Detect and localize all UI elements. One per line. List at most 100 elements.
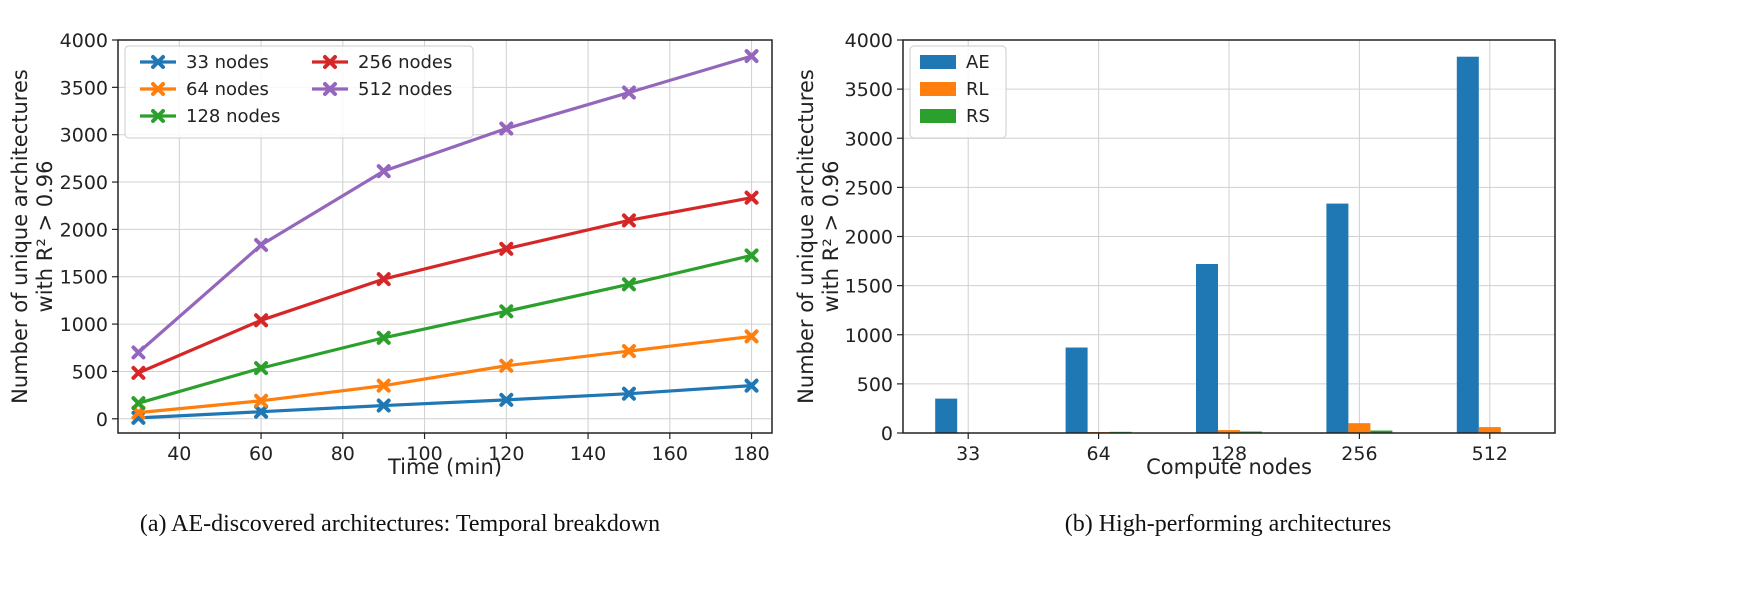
legend-label: 128 nodes: [186, 106, 280, 127]
y-tick-label-4000: 4000: [60, 30, 108, 52]
point-33-nodes-120: [499, 392, 514, 407]
x-tick-label-60: 60: [249, 443, 273, 465]
x-tick-label-512: 512: [1472, 443, 1508, 465]
point-33-nodes-60: [254, 404, 269, 419]
series-256-nodes: [131, 190, 759, 380]
legend: 33 nodes 64 nodes 128 nodes 256 nodes 512 no…: [124, 45, 474, 139]
legend-marker: [323, 55, 337, 69]
bar-ae-128: [1196, 264, 1218, 433]
x-tick-label-140: 140: [570, 443, 606, 465]
y-tick-label-3000: 3000: [60, 125, 108, 147]
y-tick-label-1000: 1000: [60, 314, 108, 336]
point-64-nodes-90: [376, 378, 391, 393]
bar-ae-512: [1456, 56, 1479, 433]
x-axis-label: Time (min): [387, 455, 502, 479]
x-tick-label-64: 64: [1087, 443, 1111, 465]
y-axis-label-line1: Number of unique architectures: [794, 69, 818, 404]
y-tick-labels: 0 500 1000 1500 2000 2500 3000 3500 4000: [60, 30, 118, 431]
point-33-nodes-180: [744, 378, 759, 393]
line-512-nodes: [137, 54, 753, 354]
point-128-nodes-90: [376, 330, 391, 345]
point-128-nodes-150: [621, 277, 636, 292]
series-64-nodes: [131, 329, 759, 420]
plot-frame: [117, 39, 773, 434]
caption-b: (b) High-performing architectures: [1065, 511, 1392, 537]
point-512-nodes-180: [744, 49, 759, 64]
x-tick-label-40: 40: [167, 443, 191, 465]
legend-label: RL: [966, 79, 989, 100]
x-tick-label-180: 180: [733, 443, 769, 465]
series-512-nodes: [131, 49, 759, 360]
line-chart-temporal-breakdown: 40 60 80 100 120 140 160 180 0 500 1000 1500 2000 25…: [8, 30, 773, 537]
point-64-nodes-180: [744, 329, 759, 344]
legend-box: [124, 45, 474, 139]
point-128-nodes-120: [499, 304, 514, 319]
point-33-nodes-150: [621, 386, 636, 401]
y-tick-label-500: 500: [857, 374, 893, 396]
legend-entry-256-nodes: 256 nodes: [312, 52, 452, 73]
x-tick-label-33: 33: [956, 443, 980, 465]
legend-label: 256 nodes: [358, 52, 452, 73]
legend-label: RS: [966, 106, 990, 127]
legend-entry-ae: AE: [920, 52, 990, 73]
y-tick-labels: 0 500 1000 1500 2000 2500 3000 3500 4000: [845, 30, 903, 445]
legend-marker: [151, 82, 165, 96]
y-tick-label-2500: 2500: [60, 172, 108, 194]
point-256-nodes-180: [744, 190, 759, 205]
x-tick-label-100: 100: [406, 443, 442, 465]
point-33-nodes-90: [376, 398, 391, 413]
point-512-nodes-120: [499, 121, 514, 136]
caption-a: (a) AE-discovered architectures: Tempora…: [140, 511, 660, 537]
bars: [935, 56, 1523, 433]
legend-entry-rl: RL: [920, 79, 989, 100]
legend-label: 33 nodes: [186, 52, 269, 73]
legend: AE RL RS: [909, 45, 1007, 139]
line-64-nodes: [138, 334, 752, 415]
point-256-nodes-120: [499, 241, 514, 256]
y-tick-label-0: 0: [881, 423, 893, 445]
legend-entry-128-nodes: 128 nodes: [140, 106, 280, 127]
point-64-nodes-150: [621, 344, 636, 359]
y-tick-label-2000: 2000: [60, 219, 108, 241]
point-256-nodes-150: [621, 213, 636, 228]
legend-label: 512 nodes: [358, 79, 452, 100]
x-tick-label-128: 128: [1211, 443, 1247, 465]
bar-rl-128: [1218, 430, 1240, 433]
y-tick-label-500: 500: [72, 361, 108, 383]
series-128-nodes: [131, 248, 759, 411]
y-tick-label-0: 0: [96, 409, 108, 431]
y-axis-label-line2: with R² > 0.96: [33, 161, 57, 313]
line-33-nodes: [138, 384, 752, 420]
legend-swatch: [920, 109, 956, 123]
bar-rs-256: [1370, 430, 1393, 433]
bar-rl-256: [1348, 423, 1371, 433]
legend-entry-33-nodes: 33 nodes: [140, 52, 269, 73]
point-64-nodes-120: [499, 358, 514, 373]
legend-label: 64 nodes: [186, 79, 269, 100]
legend-swatch: [920, 82, 956, 96]
x-tick-labels: 40 60 80 100 120 140 160 180: [167, 433, 770, 465]
point-512-nodes-90: [376, 164, 391, 179]
line-128-nodes: [137, 253, 752, 405]
point-512-nodes-30: [131, 345, 146, 360]
point-128-nodes-30: [131, 396, 146, 411]
x-tick-label-80: 80: [331, 443, 355, 465]
bar-chart-high-performing: 33 64 128 256 512 0 500 1000 1500 2000 2500 3000 35…: [794, 30, 1556, 537]
y-tick-label-4000: 4000: [845, 30, 893, 52]
legend-marker: [151, 55, 165, 69]
y-tick-label-1000: 1000: [845, 325, 893, 347]
y-tick-label-2500: 2500: [845, 177, 893, 199]
point-512-nodes-60: [254, 238, 269, 253]
series-lines: [131, 49, 759, 425]
y-axis-label-line1: Number of unique architectures: [8, 69, 32, 404]
series-33-nodes: [131, 378, 759, 425]
x-tick-label-256: 256: [1341, 443, 1377, 465]
x-tick-label-160: 160: [652, 443, 688, 465]
y-tick-label-2000: 2000: [845, 227, 893, 249]
y-tick-label-3000: 3000: [845, 128, 893, 150]
x-tick-labels: 33 64 128 256 512: [956, 433, 1508, 465]
x-axis-label: Compute nodes: [1146, 455, 1312, 479]
legend-swatch: [920, 55, 956, 69]
legend-label: AE: [966, 52, 990, 73]
